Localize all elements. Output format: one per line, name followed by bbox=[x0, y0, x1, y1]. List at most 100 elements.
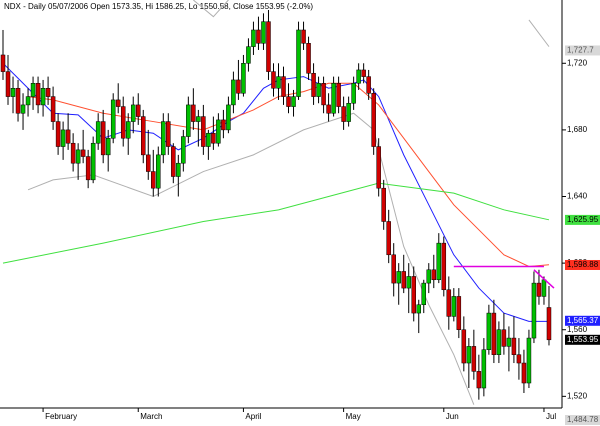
candle-body bbox=[536, 282, 542, 297]
candle-body bbox=[451, 296, 457, 317]
candle-body bbox=[351, 83, 356, 104]
candle-body bbox=[75, 149, 81, 164]
y-tick-label: 1,560 bbox=[567, 325, 588, 334]
candle-body bbox=[15, 88, 21, 114]
candle-body bbox=[466, 346, 472, 364]
candle-body bbox=[206, 132, 211, 147]
candle-body bbox=[326, 104, 331, 114]
candle-body bbox=[5, 71, 11, 97]
candle-body bbox=[10, 88, 16, 97]
candle-body bbox=[346, 102, 351, 122]
x-tick-label: March bbox=[140, 412, 162, 421]
candle-body bbox=[30, 83, 36, 97]
candle-body bbox=[496, 329, 502, 355]
candle-body bbox=[85, 156, 91, 181]
price-box bbox=[565, 259, 600, 270]
candle-body bbox=[241, 63, 246, 94]
candle-body bbox=[546, 307, 552, 341]
candle-body bbox=[70, 142, 76, 164]
y-tick-label: 1,640 bbox=[567, 192, 588, 201]
candle-body bbox=[286, 96, 291, 107]
candle-body bbox=[316, 83, 321, 97]
candle-body bbox=[130, 104, 136, 122]
candle-body bbox=[0, 54, 6, 72]
overlay-line bbox=[528, 19, 550, 47]
candle-body bbox=[221, 119, 226, 131]
candle-body bbox=[45, 88, 51, 97]
candle-body bbox=[401, 271, 406, 289]
candle-body bbox=[366, 76, 371, 94]
candle-body bbox=[506, 337, 512, 347]
candle-body bbox=[461, 329, 467, 364]
candle-body bbox=[266, 21, 271, 72]
candle-body bbox=[261, 21, 266, 44]
x-tick-label: Jun bbox=[446, 412, 459, 421]
candle-body bbox=[201, 116, 206, 147]
candle-body bbox=[381, 187, 386, 222]
price-box-label: 1,625.95 bbox=[567, 215, 599, 224]
price-box bbox=[565, 45, 600, 56]
x-tick-label: Jul bbox=[546, 412, 556, 421]
candle-body bbox=[156, 154, 161, 189]
candle-body bbox=[431, 269, 437, 281]
candle-body bbox=[236, 79, 241, 94]
candle-body bbox=[486, 312, 492, 350]
candle-body bbox=[436, 242, 442, 281]
candle-body bbox=[60, 129, 66, 147]
candle-body bbox=[50, 96, 56, 122]
candle-body bbox=[446, 289, 452, 317]
candle-body bbox=[406, 276, 411, 289]
candle-body bbox=[146, 154, 151, 172]
candle-body bbox=[100, 121, 106, 156]
candle-body bbox=[95, 121, 101, 144]
candle-body bbox=[231, 79, 236, 106]
candle-body bbox=[396, 271, 401, 284]
y-tick-label: 1,680 bbox=[567, 125, 588, 134]
candle-body bbox=[291, 96, 296, 107]
candle-body bbox=[516, 354, 522, 364]
price-box-label: 1,484.78 bbox=[567, 415, 599, 424]
candle-body bbox=[281, 76, 286, 97]
candle-body bbox=[186, 104, 191, 137]
candle-body bbox=[386, 221, 391, 256]
candle-body bbox=[65, 129, 71, 144]
y-tick-label: 1,720 bbox=[567, 58, 588, 67]
price-box bbox=[565, 415, 600, 425]
price-box-label: 1,727.7 bbox=[567, 46, 594, 55]
candle-body bbox=[296, 29, 301, 97]
x-tick-label: April bbox=[245, 412, 261, 421]
candle-body bbox=[125, 121, 131, 139]
overlay-line bbox=[2, 62, 549, 322]
candle-body bbox=[161, 121, 166, 156]
y-tick-label: 1,520 bbox=[567, 391, 588, 400]
candle-body bbox=[341, 106, 346, 122]
candle-body bbox=[216, 119, 221, 144]
candle-body bbox=[526, 337, 532, 384]
price-box-label: 1,565.37 bbox=[567, 316, 599, 325]
candle-body bbox=[301, 29, 306, 44]
candle-body bbox=[371, 93, 376, 147]
candle-body bbox=[416, 304, 421, 314]
candle-body bbox=[441, 242, 447, 291]
candle-body bbox=[356, 69, 361, 84]
candle-body bbox=[331, 83, 336, 114]
candle-body bbox=[55, 121, 61, 147]
candle-body bbox=[120, 106, 126, 139]
trend-line bbox=[533, 269, 555, 289]
candle-body bbox=[491, 312, 497, 355]
price-box-label: 1,553.95 bbox=[567, 335, 599, 344]
candle-body bbox=[226, 104, 231, 131]
candle-body bbox=[531, 282, 537, 339]
candle-body bbox=[456, 296, 462, 330]
candle-body bbox=[166, 121, 171, 147]
candle-body bbox=[80, 149, 86, 157]
x-tick-label: May bbox=[346, 412, 361, 421]
candle-body bbox=[306, 43, 311, 74]
candle-body bbox=[251, 29, 256, 47]
candle-body bbox=[311, 73, 316, 97]
candle-body bbox=[361, 69, 366, 77]
candle-body bbox=[110, 99, 116, 139]
candle-body bbox=[211, 132, 216, 144]
candle-body bbox=[151, 171, 156, 189]
